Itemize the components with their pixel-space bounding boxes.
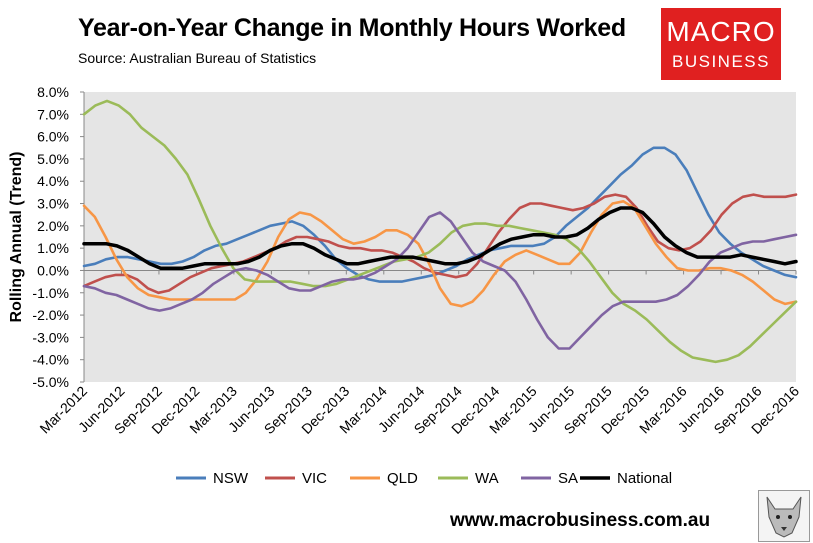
y-tick-label: 8.0% — [37, 84, 69, 100]
y-tick-label: -3.0% — [32, 329, 69, 345]
y-tick-label: 6.0% — [37, 129, 69, 145]
y-tick-label: 5.0% — [37, 151, 69, 167]
y-tick-label: 3.0% — [37, 196, 69, 212]
chart-source: Source: Australian Bureau of Statistics — [78, 50, 317, 66]
wolf-icon — [758, 490, 810, 542]
chart-title: Year-on-Year Change in Monthly Hours Wor… — [78, 14, 626, 42]
legend-label: National — [617, 470, 672, 487]
legend-label: SA — [558, 470, 578, 487]
legend-label: NSW — [213, 470, 249, 487]
series-line-wa — [82, 99, 798, 364]
legend-label: QLD — [387, 470, 418, 487]
y-tick-label: 2.0% — [37, 218, 69, 234]
y-tick-label: -2.0% — [32, 307, 69, 323]
y-tick-label: 0.0% — [37, 262, 69, 278]
y-tick-label: -1.0% — [32, 285, 69, 301]
y-tick-label: -5.0% — [32, 374, 69, 390]
legend: NSW VIC QLD WA SA National — [176, 470, 672, 487]
series-line-vic — [82, 193, 798, 295]
y-tick-label: 4.0% — [37, 173, 69, 189]
legend-label: VIC — [302, 470, 327, 487]
y-tick-label: -4.0% — [32, 352, 69, 368]
macrobusiness-logo: MACRO BUSINESS — [661, 8, 781, 80]
series-line-qld — [82, 200, 798, 308]
series-line-national — [82, 206, 798, 270]
legend-label: WA — [475, 470, 499, 487]
y-axis-label: Rolling Annual (Trend) — [8, 152, 25, 323]
plot-area — [84, 92, 796, 382]
y-axis: 8.0% 7.0% 6.0% 5.0% 4.0% 3.0% 2.0% 1.0% 0.0% -1.0… — [32, 84, 85, 390]
logo-line2: BUSINESS — [672, 52, 770, 71]
logo-line1: MACRO — [666, 16, 776, 47]
series-lines — [82, 99, 798, 364]
y-tick-label: 7.0% — [37, 106, 69, 122]
series-line-sa — [82, 211, 798, 350]
y-tick-label: 1.0% — [37, 240, 69, 256]
website-url: www.macrobusiness.com.au — [450, 510, 711, 531]
